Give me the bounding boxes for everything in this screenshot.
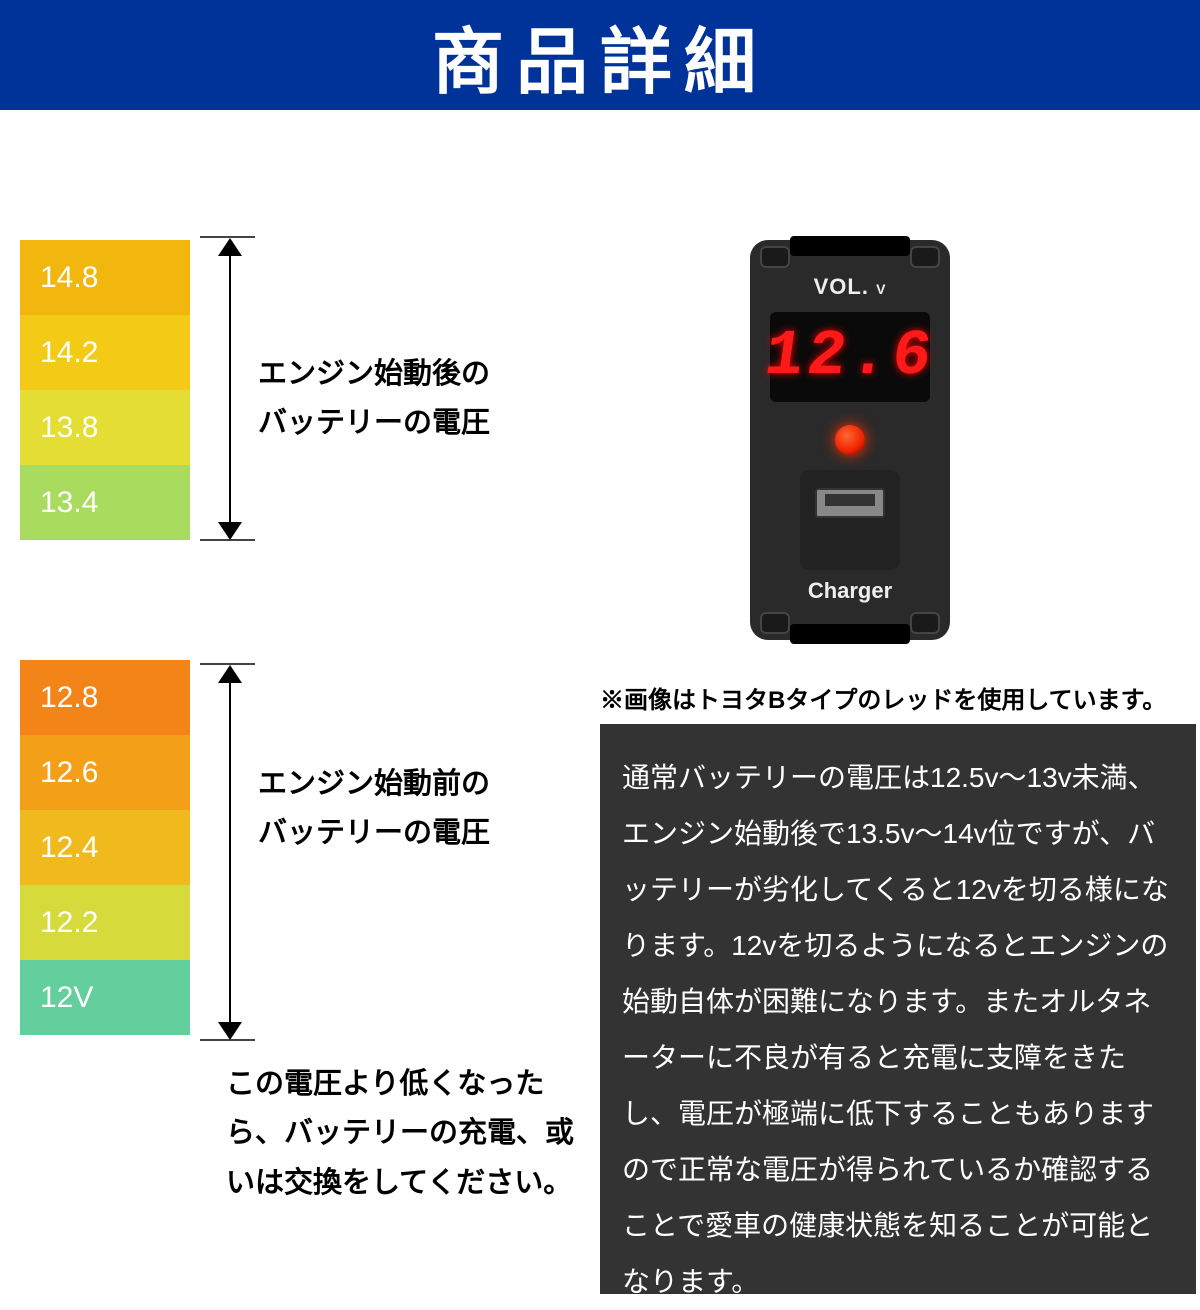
charger-label: Charger xyxy=(750,578,950,604)
caption-line: エンジン始動前の xyxy=(258,768,490,800)
usb-port-icon xyxy=(800,470,900,570)
voltage-reading: 12.6 xyxy=(760,321,940,393)
arrow-down-icon xyxy=(218,1022,242,1040)
scale-row: 13.8 xyxy=(20,390,190,465)
caption-after-start: エンジン始動後の バッテリーの電圧 xyxy=(258,350,490,449)
image-note: ※画像はトヨタBタイプのレッドを使用しています。 xyxy=(600,680,1166,715)
description-text: 通常バッテリーの電圧は12.5v〜13v未満、エンジン始動後で13.5v〜14v… xyxy=(600,724,1196,1294)
caption-line: バッテリーの電圧 xyxy=(258,817,490,849)
scale-row: 12.8 xyxy=(20,660,190,735)
screw-icon xyxy=(760,612,790,634)
screw-icon xyxy=(910,246,940,268)
arrow-down-icon xyxy=(218,522,242,540)
screw-icon xyxy=(910,612,940,634)
arrow-shaft xyxy=(229,675,231,1025)
scale-row: 12.6 xyxy=(20,735,190,810)
voltage-display: 12.6 xyxy=(770,312,930,402)
vol-label: VOL. V xyxy=(750,274,950,300)
voltage-scale-before-start: 12.8 12.6 12.4 12.2 12V xyxy=(20,660,190,1035)
voltage-scale-after-start: 14.8 14.2 13.8 13.4 xyxy=(20,240,190,540)
header-banner: 商品詳細 xyxy=(0,0,1200,110)
low-voltage-warning: この電圧より低くなったら、バッテリーの充電、或いは交換をしてください。 xyxy=(226,1060,586,1208)
product-image: VOL. V 12.6 Charger xyxy=(720,240,980,670)
arrow-shaft xyxy=(229,248,231,526)
scale-row: 12.2 xyxy=(20,885,190,960)
usb-slot xyxy=(815,488,885,518)
led-indicator-icon xyxy=(835,425,865,455)
screw-icon xyxy=(760,246,790,268)
scale-row: 14.8 xyxy=(20,240,190,315)
clip-icon xyxy=(790,236,910,256)
scale-row: 12.4 xyxy=(20,810,190,885)
caption-line: バッテリーの電圧 xyxy=(258,407,490,439)
clip-icon xyxy=(790,624,910,644)
caption-line: エンジン始動後の xyxy=(258,358,490,390)
caption-before-start: エンジン始動前の バッテリーの電圧 xyxy=(258,760,490,859)
page-title: 商品詳細 xyxy=(432,3,768,108)
device-body: VOL. V 12.6 Charger xyxy=(750,240,950,640)
scale-row: 13.4 xyxy=(20,465,190,540)
scale-row: 12V xyxy=(20,960,190,1035)
scale-row: 14.2 xyxy=(20,315,190,390)
